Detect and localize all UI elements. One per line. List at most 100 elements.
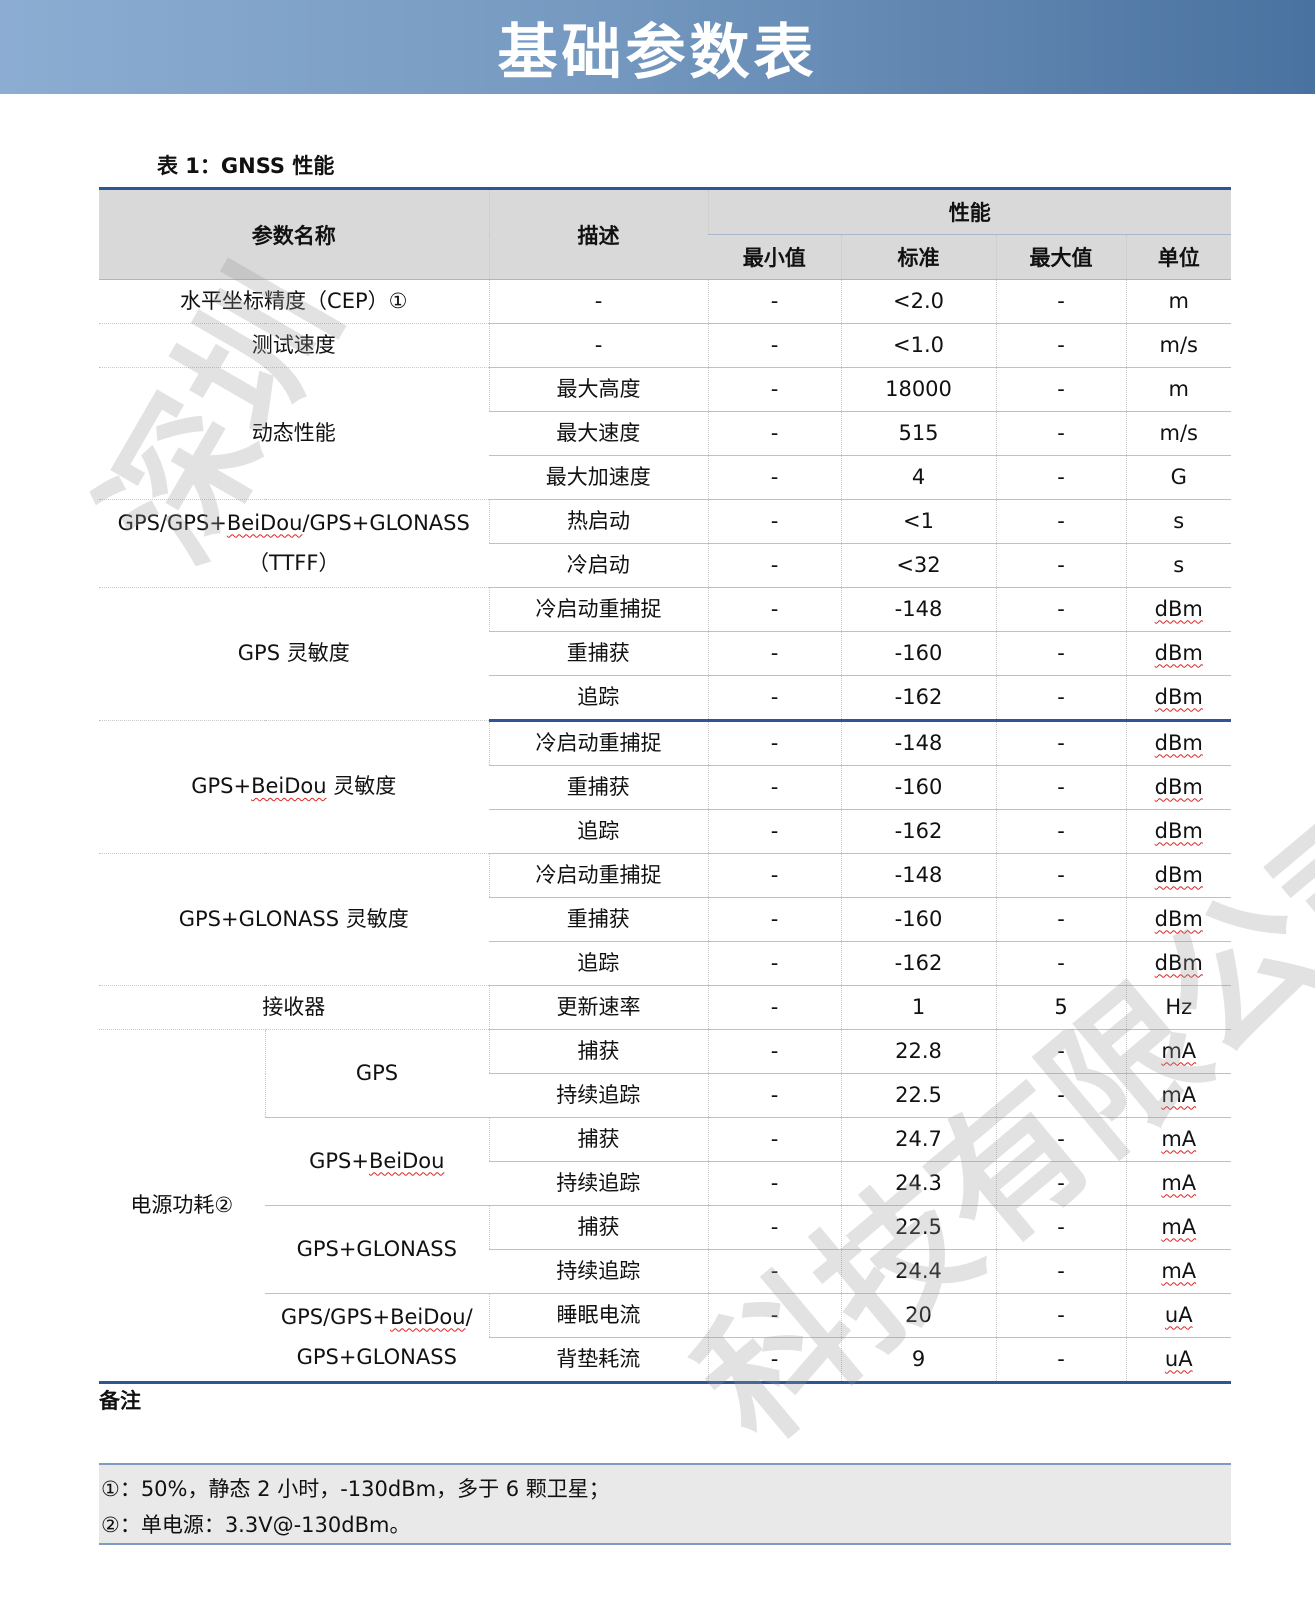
- table-row: 重捕获 - -160- dBm: [99, 765, 1231, 810]
- min-cell: -: [707, 455, 841, 500]
- desc-cell: 最大速度: [489, 411, 708, 456]
- unit-cell: G: [1125, 455, 1231, 500]
- max-cell: -: [995, 279, 1126, 324]
- table-row: GPS+BeiDou 灵敏度 冷启动重捕捉 - -148- dBm: [99, 720, 1231, 854]
- param-name: GPS+BeiDou 灵敏度: [99, 720, 489, 854]
- typ-cell: 24.7: [840, 1117, 996, 1162]
- min-cell: -: [707, 765, 841, 810]
- table-row: 冷启动 - <32- s: [99, 543, 1231, 588]
- table-row: GPS 灵敏度 冷启动重捕捉 - -148- dBm: [99, 587, 1231, 721]
- max-cell: -: [995, 1249, 1126, 1294]
- table-row: 重捕获 - -160- dBm: [99, 631, 1231, 676]
- table-row: GPS+BeiDou 捕获 -24.7- mA: [99, 1117, 1231, 1206]
- typ-cell: -148: [840, 720, 996, 766]
- desc-cell: 冷启动重捕捉: [488, 853, 708, 898]
- param-name: 动态性能: [99, 367, 489, 500]
- sub-param-name: GPS+GLONASS: [265, 1205, 489, 1294]
- unit-cell: dBm: [1125, 587, 1231, 632]
- min-cell: -: [707, 1029, 841, 1074]
- page-title: 基础参数表: [497, 17, 818, 88]
- desc-cell: 重捕获: [489, 765, 708, 810]
- sub-param-name: GPS/GPS+BeiDou/ GPS+GLONASS: [265, 1293, 489, 1383]
- unit-cell: dBm: [1125, 897, 1231, 942]
- unit-cell: dBm: [1125, 675, 1231, 722]
- header-unit: 单位: [1125, 234, 1231, 280]
- desc-cell: 追踪: [489, 675, 708, 722]
- unit-cell: dBm: [1125, 631, 1231, 676]
- table-row: 持续追踪 -22.5- mA: [99, 1073, 1231, 1118]
- unit-cell: mA: [1125, 1029, 1231, 1074]
- desc-cell: 持续追踪: [489, 1249, 708, 1294]
- max-cell: -: [995, 323, 1126, 368]
- desc-cell: 重捕获: [489, 897, 708, 942]
- max-cell: -: [995, 411, 1126, 456]
- table-row: 最大速度 -515- m/s: [99, 411, 1231, 456]
- sub-param-name: GPS: [264, 1029, 489, 1118]
- param-name: 测试速度: [99, 323, 489, 368]
- unit-cell: mA: [1125, 1249, 1231, 1294]
- unit-cell: mA: [1125, 1161, 1231, 1206]
- max-cell: -: [995, 853, 1126, 898]
- max-cell: -: [995, 809, 1126, 854]
- param-name: 电源功耗②: [99, 1029, 265, 1383]
- min-cell: -: [707, 897, 841, 942]
- desc-cell: 冷启动: [489, 543, 708, 588]
- param-name: GPS+GLONASS 灵敏度: [99, 853, 489, 986]
- param-name: 接收器: [99, 985, 489, 1030]
- desc-cell: 重捕获: [489, 631, 708, 676]
- table-row: 重捕获 - -160- dBm: [99, 897, 1231, 942]
- max-cell: -: [995, 1161, 1126, 1206]
- typ-cell: <1: [840, 499, 996, 544]
- min-cell: -: [707, 543, 841, 588]
- typ-cell: <1.0: [840, 323, 996, 368]
- typ-cell: 22.5: [840, 1205, 996, 1250]
- header-min: 最小值: [708, 234, 841, 280]
- typ-cell: 22.8: [840, 1029, 996, 1074]
- table-row: GPS/GPS+BeiDou/ GPS+GLONASS 睡眠电流 -20- uA: [99, 1293, 1231, 1383]
- typ-cell: -162: [840, 675, 996, 722]
- desc-cell: 冷启动重捕捉: [488, 587, 708, 632]
- table-row: 追踪 - -162- dBm: [99, 941, 1231, 986]
- desc-cell: -: [488, 279, 708, 324]
- header-desc: 描述: [488, 188, 708, 280]
- min-cell: -: [707, 587, 841, 632]
- min-cell: -: [707, 1073, 841, 1118]
- desc-cell: 持续追踪: [489, 1161, 708, 1206]
- desc-cell: 捕获: [488, 1029, 708, 1074]
- unit-cell: mA: [1125, 1073, 1231, 1118]
- max-cell: -: [995, 941, 1126, 986]
- typ-cell: 1: [840, 985, 996, 1030]
- typ-cell: -148: [840, 853, 996, 898]
- table-row: 电源功耗② GPS 捕获 -22.8- mA: [99, 1029, 1231, 1383]
- unit-cell: s: [1125, 543, 1231, 588]
- unit-cell: mA: [1125, 1117, 1231, 1162]
- desc-cell: 追踪: [489, 809, 708, 854]
- title-banner: 基础参数表: [0, 0, 1315, 94]
- param-name: GPS 灵敏度: [99, 587, 489, 721]
- unit-cell: s: [1125, 499, 1231, 544]
- table-row: 背垫耗流 -9- uA: [99, 1337, 1231, 1383]
- typ-cell: 4: [840, 455, 996, 500]
- header-typ: 标准: [840, 234, 996, 280]
- table-row: 追踪 - -162- dBm: [99, 809, 1231, 854]
- table-row: 最大加速度 -4- G: [99, 455, 1231, 500]
- max-cell: -: [995, 1073, 1126, 1118]
- typ-cell: 24.3: [840, 1161, 996, 1206]
- desc-cell: 捕获: [488, 1117, 708, 1162]
- sub-param-name: GPS+BeiDou: [265, 1117, 489, 1206]
- unit-cell: dBm: [1125, 941, 1231, 986]
- table-row: 持续追踪 -24.3- mA: [99, 1161, 1231, 1206]
- typ-cell: <32: [840, 543, 996, 588]
- max-cell: -: [995, 765, 1126, 810]
- header-max: 最大值: [995, 234, 1126, 280]
- min-cell: -: [707, 809, 841, 854]
- table-row: GPS/GPS+BeiDou/GPS+GLONASS（TTFF） 热启动 - <1- s: [99, 499, 1231, 588]
- min-cell: -: [707, 1337, 841, 1383]
- typ-cell: 9: [840, 1337, 996, 1383]
- table-row: 接收器 更新速率 -1 5 Hz: [99, 985, 1231, 1030]
- table-row: 动态性能 最大高度 -18000- m: [99, 367, 1231, 500]
- typ-cell: -160: [840, 765, 996, 810]
- min-cell: -: [707, 1117, 841, 1162]
- min-cell: -: [707, 720, 841, 766]
- typ-cell: 22.5: [840, 1073, 996, 1118]
